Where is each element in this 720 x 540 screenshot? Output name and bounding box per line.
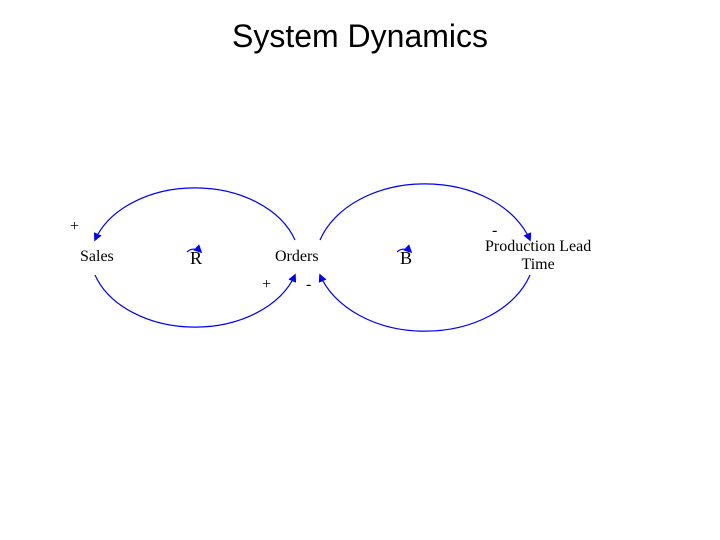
arc-orders-to-sales <box>95 188 295 240</box>
loop-label-b: B <box>400 248 412 269</box>
causal-loop-diagram: Sales Orders Production Lead Time R B + … <box>60 160 660 380</box>
node-orders: Orders <box>275 248 319 266</box>
polarity-plt-to-orders: - <box>306 276 311 294</box>
loop-label-r: R <box>190 248 202 269</box>
polarity-orders-to-plt: - <box>492 222 497 240</box>
page-title: System Dynamics <box>0 18 720 55</box>
arc-plt-to-orders <box>320 275 530 331</box>
polarity-orders-to-sales: + <box>70 218 79 236</box>
node-production-lead-time: Production Lead Time <box>485 238 591 273</box>
arc-orders-to-plt <box>320 184 530 240</box>
node-sales: Sales <box>80 248 114 266</box>
polarity-sales-to-orders: + <box>262 276 271 294</box>
